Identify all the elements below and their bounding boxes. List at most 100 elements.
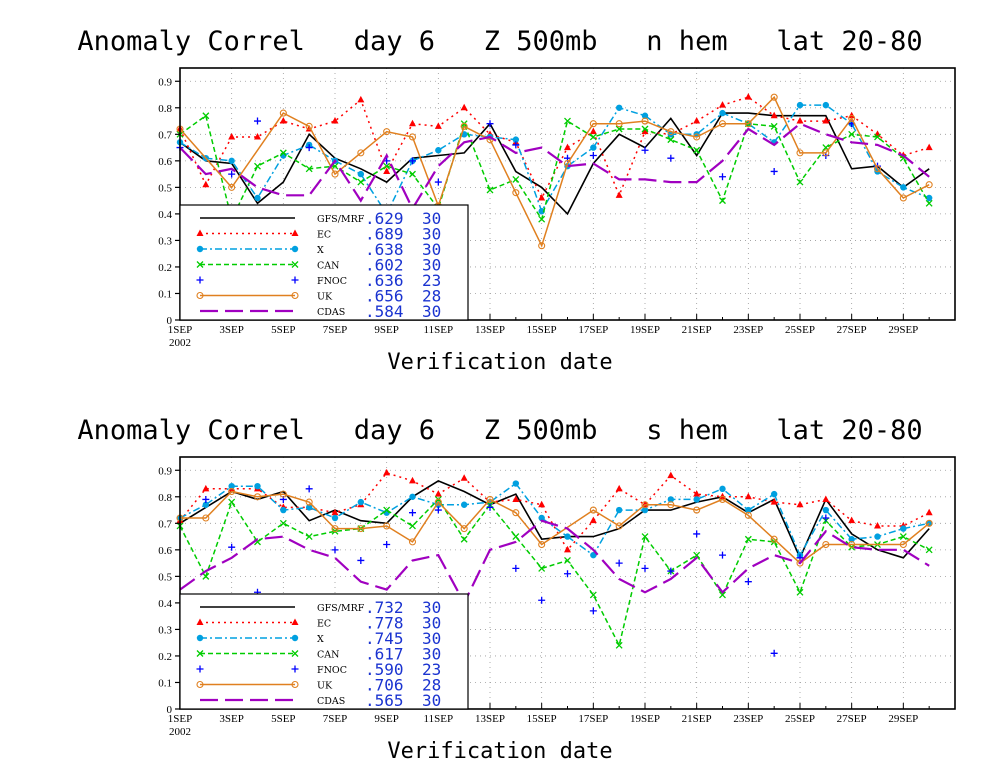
- point-marker: [434, 122, 442, 129]
- series-line: [179, 96, 930, 200]
- x-tick-label: 29SEP: [888, 713, 918, 725]
- y-tick-label: 0: [167, 704, 173, 716]
- series-line: [179, 104, 930, 216]
- point-marker: [291, 665, 299, 673]
- point-marker: [383, 522, 391, 530]
- legend: GFS/MRF .732 30 EC .778 30 X .745 30 CAN .617 30 FNO…: [179, 593, 469, 710]
- legend-count: 23: [422, 271, 441, 290]
- legend-name: CDAS: [317, 696, 345, 707]
- legend-score: .629: [365, 209, 404, 228]
- point-marker: [202, 112, 210, 120]
- point-marker: [744, 535, 752, 543]
- point-marker: [291, 245, 299, 253]
- point-marker: [822, 101, 830, 109]
- point-marker: [331, 525, 339, 533]
- point-marker: [848, 130, 856, 138]
- point-marker: [228, 170, 236, 178]
- y-tick-label: 0.9: [158, 465, 172, 477]
- point-marker: [693, 490, 701, 497]
- point-marker: [796, 178, 804, 186]
- legend-count: 30: [422, 691, 441, 710]
- point-marker: [196, 680, 204, 689]
- point-marker: [822, 495, 830, 502]
- x-axis-label: Verification date: [387, 739, 613, 764]
- point-marker: [615, 104, 623, 111]
- point-marker: [228, 132, 236, 140]
- point-marker: [641, 146, 649, 154]
- point-marker: [615, 120, 623, 128]
- legend-name: CAN: [317, 261, 339, 272]
- point-marker: [331, 508, 339, 516]
- chart-plot-north: 0 0.1 0.2 0.3 0.4 0.5 0.6 0.7 0.8 0.9 1SEP 3SEP 5SEP…: [158, 67, 956, 349]
- point-marker: [770, 649, 778, 657]
- series-line: [179, 122, 930, 211]
- point-marker: [822, 506, 830, 514]
- point-marker: [434, 498, 442, 506]
- point-marker: [202, 514, 210, 522]
- point-marker: [305, 165, 313, 173]
- legend-score: .706: [365, 676, 404, 695]
- legend-name: GFS/MRF: [317, 214, 365, 225]
- point-marker: [291, 634, 299, 642]
- y-tick-label: 0.9: [158, 76, 172, 88]
- legend-count: 28: [422, 287, 441, 306]
- point-marker: [383, 167, 391, 174]
- point-marker: [822, 540, 830, 549]
- point-marker: [228, 157, 235, 165]
- point-marker: [641, 112, 649, 119]
- point-marker: [512, 189, 520, 197]
- x-tick-label: 17SEP: [578, 713, 608, 725]
- point-marker: [305, 485, 313, 493]
- point-marker: [512, 141, 520, 149]
- x-tick-label: 25SEP: [785, 713, 815, 725]
- point-marker: [590, 551, 597, 559]
- point-marker: [228, 543, 236, 551]
- series-uk: [176, 487, 933, 567]
- legend-name: UK: [317, 292, 333, 303]
- series-line: [179, 498, 930, 648]
- x-tick-label: 1SEP: [168, 713, 192, 725]
- point-marker: [291, 291, 299, 300]
- point-marker: [615, 641, 623, 649]
- chart-plot-south: 0 0.1 0.2 0.3 0.4 0.5 0.6 0.7 0.8 0.9 1SEP 3SEP 5SEP…: [158, 456, 956, 738]
- point-marker: [718, 120, 727, 128]
- point-marker: [305, 533, 313, 541]
- point-marker: [589, 152, 597, 160]
- point-marker: [291, 229, 299, 236]
- x-tick-label: 3SEP: [219, 324, 243, 336]
- point-marker: [744, 578, 752, 586]
- point-marker: [796, 101, 804, 109]
- point-marker: [383, 541, 391, 549]
- year-label: 2002: [169, 726, 191, 738]
- point-marker: [357, 170, 365, 178]
- point-marker: [254, 117, 261, 125]
- series-line: [179, 480, 930, 560]
- point-marker: [564, 545, 571, 553]
- legend-count: 30: [422, 302, 441, 321]
- point-marker: [202, 180, 210, 188]
- point-marker: [719, 551, 726, 559]
- point-marker: [667, 154, 675, 162]
- chart-panel-north: Anomaly Correl day 6 Z 500mb n hem lat 2…: [0, 0, 1000, 388]
- y-tick-label: 0.2: [158, 262, 172, 274]
- x-tick-label: 19SEP: [630, 713, 660, 725]
- point-marker: [538, 242, 546, 250]
- x-tick-label: 3SEP: [219, 713, 243, 725]
- point-marker: [512, 175, 520, 183]
- point-marker: [744, 93, 752, 100]
- point-marker: [925, 546, 933, 554]
- series-x: [176, 480, 933, 559]
- point-marker: [589, 516, 597, 524]
- series-line: [179, 112, 930, 216]
- point-marker: [641, 506, 649, 514]
- point-marker: [925, 143, 933, 151]
- point-marker: [667, 471, 675, 479]
- point-marker: [589, 120, 597, 128]
- x-tick-label: 23SEP: [733, 324, 763, 336]
- x-tick-label: 27SEP: [837, 324, 867, 336]
- legend-name: FNOC: [317, 276, 347, 287]
- series-line: [179, 519, 930, 606]
- chart-panel-south: Anomaly Correl day 6 Z 500mb s hem lat 2…: [0, 389, 1000, 777]
- point-marker: [848, 516, 856, 524]
- point-marker: [460, 535, 468, 543]
